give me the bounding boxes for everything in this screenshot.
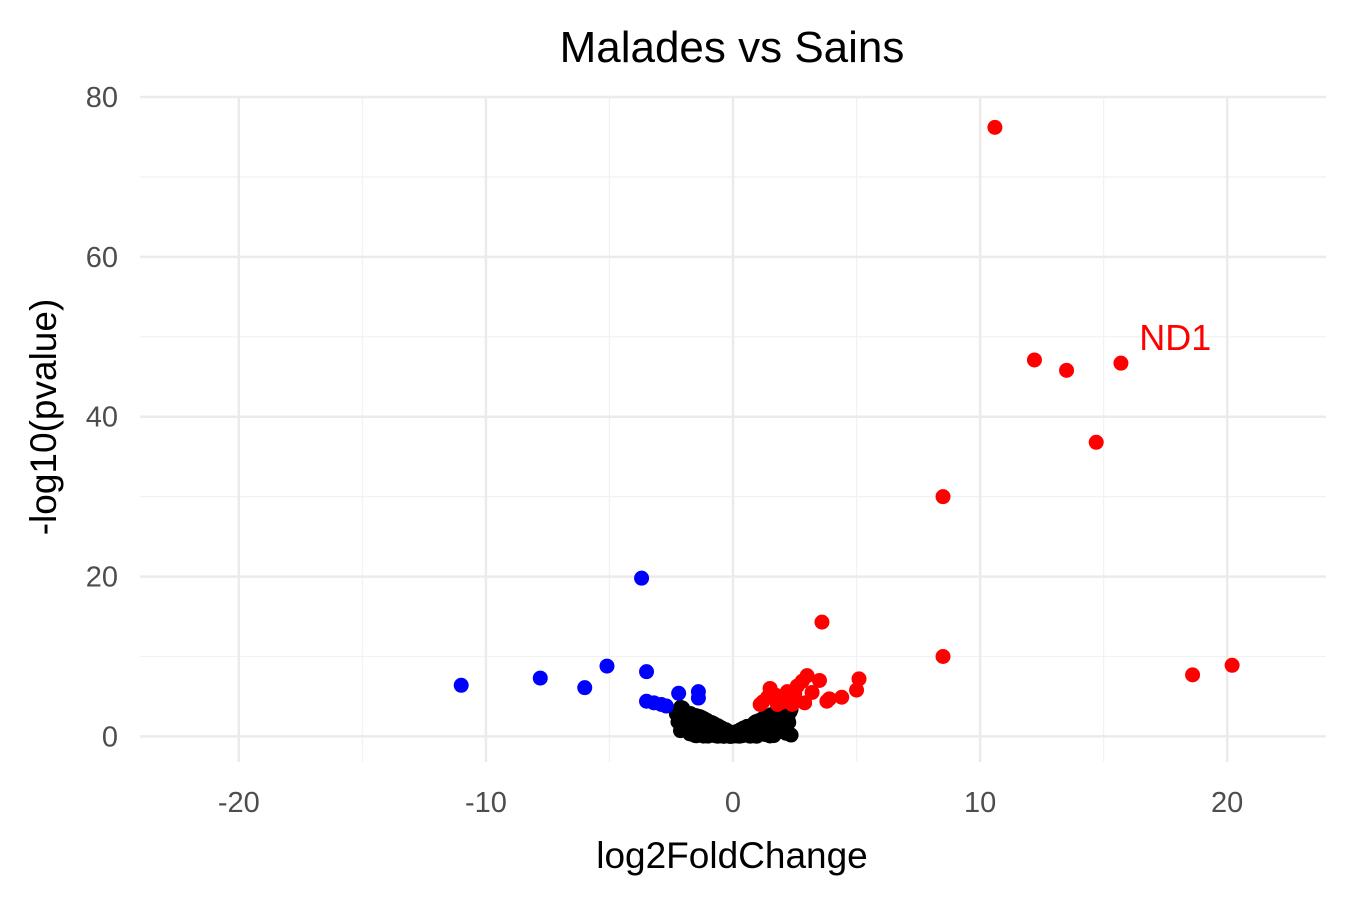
ns-point bbox=[692, 709, 708, 725]
x-tick-label: 10 bbox=[964, 787, 996, 819]
downregulated-point bbox=[634, 570, 650, 586]
non-significant-points bbox=[668, 699, 799, 744]
upregulated-point bbox=[752, 696, 768, 712]
upregulated-point bbox=[819, 693, 835, 709]
downregulated-point bbox=[532, 670, 548, 686]
upregulated-point bbox=[779, 684, 795, 700]
grid bbox=[140, 95, 1326, 762]
upregulated-point bbox=[797, 695, 813, 711]
downregulated-point bbox=[658, 698, 674, 714]
y-tick-label: 60 bbox=[86, 242, 118, 274]
upregulated-point bbox=[849, 682, 865, 698]
downregulated-point bbox=[453, 677, 469, 693]
upregulated-point bbox=[767, 687, 783, 703]
x-axis-title: log2FoldChange bbox=[596, 835, 868, 876]
y-tick-label: 20 bbox=[86, 562, 118, 594]
upregulated-point bbox=[935, 489, 951, 505]
upregulated-point bbox=[1224, 657, 1240, 673]
upregulated-point bbox=[1113, 355, 1129, 371]
chart-title: Malades vs Sains bbox=[560, 23, 905, 72]
upregulated-point bbox=[1088, 434, 1104, 450]
downregulated-point bbox=[639, 664, 655, 680]
upregulated-point bbox=[1026, 352, 1042, 368]
downregulated-point bbox=[690, 690, 706, 706]
upregulated-point bbox=[851, 671, 867, 687]
downregulated-point bbox=[671, 685, 687, 701]
y-tick-label: 40 bbox=[86, 402, 118, 434]
upregulated-point bbox=[935, 648, 951, 664]
ns-point bbox=[672, 723, 688, 739]
y-axis-title: -log10(pvalue) bbox=[23, 299, 64, 536]
x-tick-label: 20 bbox=[1211, 787, 1243, 819]
upregulated-point bbox=[804, 684, 820, 700]
ns-point bbox=[675, 700, 691, 716]
x-tick-label: -10 bbox=[465, 787, 507, 819]
y-tick-label: 0 bbox=[102, 721, 118, 753]
x-tick-label: -20 bbox=[218, 787, 260, 819]
significant-points bbox=[453, 119, 1240, 714]
y-tick-label: 80 bbox=[86, 82, 118, 114]
y-axis-ticks: 0 20 40 60 80 bbox=[86, 82, 118, 753]
upregulated-point bbox=[784, 696, 800, 712]
upregulated-point bbox=[811, 672, 827, 688]
x-axis-ticks: -20 -10 0 10 20 bbox=[218, 787, 1243, 819]
x-tick-label: 0 bbox=[725, 787, 741, 819]
upregulated-point bbox=[987, 119, 1003, 135]
ns-point bbox=[727, 728, 743, 744]
ns-point bbox=[716, 727, 732, 743]
upregulated-point bbox=[1059, 362, 1075, 378]
downregulated-point bbox=[599, 658, 615, 674]
ns-point bbox=[781, 714, 797, 730]
upregulated-point bbox=[834, 689, 850, 705]
upregulated-point bbox=[814, 614, 830, 630]
upregulated-point bbox=[1185, 667, 1201, 683]
annotations: ND1 bbox=[1139, 317, 1211, 358]
downregulated-point bbox=[577, 680, 593, 696]
gene-label: ND1 bbox=[1139, 317, 1211, 358]
